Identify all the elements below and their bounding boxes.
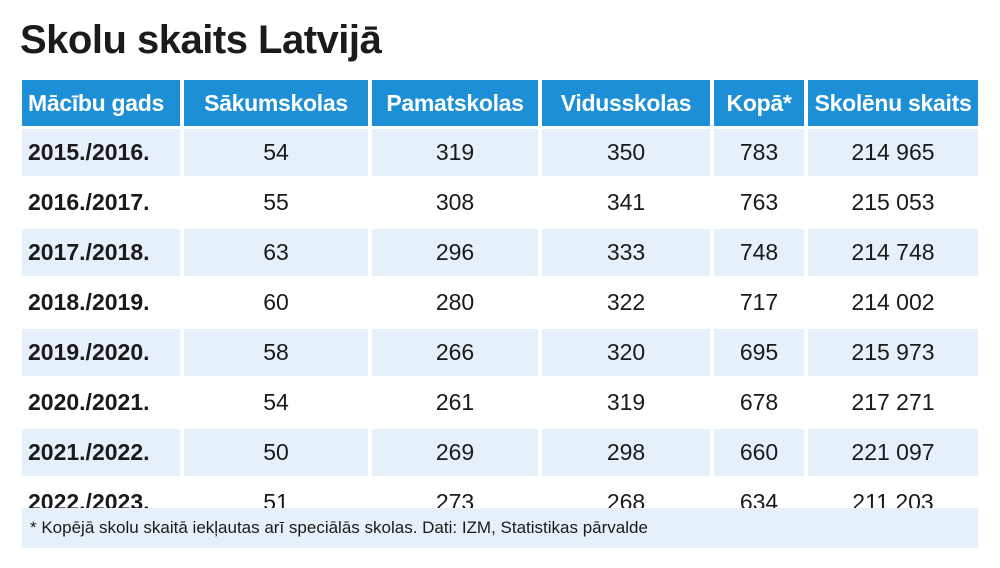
column-header-total: Kopā* [712,80,808,128]
table-row: 2021./2022. 50 269 298 660 221 097 [22,426,978,478]
cell-year: 2016./2017. [22,176,184,228]
table-row: 2015./2016. 54 319 350 783 214 965 [22,126,978,178]
cell-basic: 266 [370,326,542,378]
cell-total: 783 [712,126,808,178]
table-row: 2018./2019. 60 280 322 717 214 002 [22,276,978,328]
cell-basic: 269 [370,426,542,478]
table-header-row: Mācību gads Sākumskolas Pamatskolas Vidu… [22,80,978,128]
cell-total: 660 [712,426,808,478]
column-header-secondary: Vidusskolas [540,80,714,128]
cell-secondary: 322 [540,276,714,328]
cell-primary: 58 [182,326,372,378]
cell-pupils: 215 053 [806,176,978,228]
cell-total: 763 [712,176,808,228]
cell-pupils: 215 973 [806,326,978,378]
column-header-basic: Pamatskolas [370,80,542,128]
schools-table: Mācību gads Sākumskolas Pamatskolas Vidu… [22,80,978,526]
cell-total: 695 [712,326,808,378]
cell-basic: 319 [370,126,542,178]
cell-year: 2020./2021. [22,376,184,428]
cell-year: 2019./2020. [22,326,184,378]
cell-secondary: 320 [540,326,714,378]
cell-primary: 60 [182,276,372,328]
table-row: 2019./2020. 58 266 320 695 215 973 [22,326,978,378]
cell-primary: 50 [182,426,372,478]
cell-pupils: 217 271 [806,376,978,428]
cell-secondary: 298 [540,426,714,478]
cell-year: 2021./2022. [22,426,184,478]
column-header-pupils: Skolēnu skaits [806,80,978,128]
table-row: 2017./2018. 63 296 333 748 214 748 [22,226,978,278]
cell-year: 2017./2018. [22,226,184,278]
cell-basic: 261 [370,376,542,428]
footnote: * Kopējā skolu skaitā iekļautas arī spec… [22,508,978,548]
column-header-year: Mācību gads [22,80,184,128]
cell-basic: 296 [370,226,542,278]
cell-total: 717 [712,276,808,328]
page-title: Skolu skaits Latvijā [20,18,382,62]
table-row: 2020./2021. 54 261 319 678 217 271 [22,376,978,428]
cell-basic: 308 [370,176,542,228]
cell-pupils: 214 748 [806,226,978,278]
cell-secondary: 350 [540,126,714,178]
cell-pupils: 214 965 [806,126,978,178]
cell-primary: 55 [182,176,372,228]
cell-basic: 280 [370,276,542,328]
cell-secondary: 333 [540,226,714,278]
table-row: 2016./2017. 55 308 341 763 215 053 [22,176,978,228]
cell-primary: 54 [182,376,372,428]
cell-primary: 54 [182,126,372,178]
cell-secondary: 341 [540,176,714,228]
cell-total: 748 [712,226,808,278]
table-body: 2015./2016. 54 319 350 783 214 965 2016./2017.… [22,126,978,526]
cell-year: 2015./2016. [22,126,184,178]
cell-secondary: 319 [540,376,714,428]
cell-pupils: 221 097 [806,426,978,478]
cell-primary: 63 [182,226,372,278]
cell-year: 2018./2019. [22,276,184,328]
cell-total: 678 [712,376,808,428]
column-header-primary: Sākumskolas [182,80,372,128]
cell-pupils: 214 002 [806,276,978,328]
